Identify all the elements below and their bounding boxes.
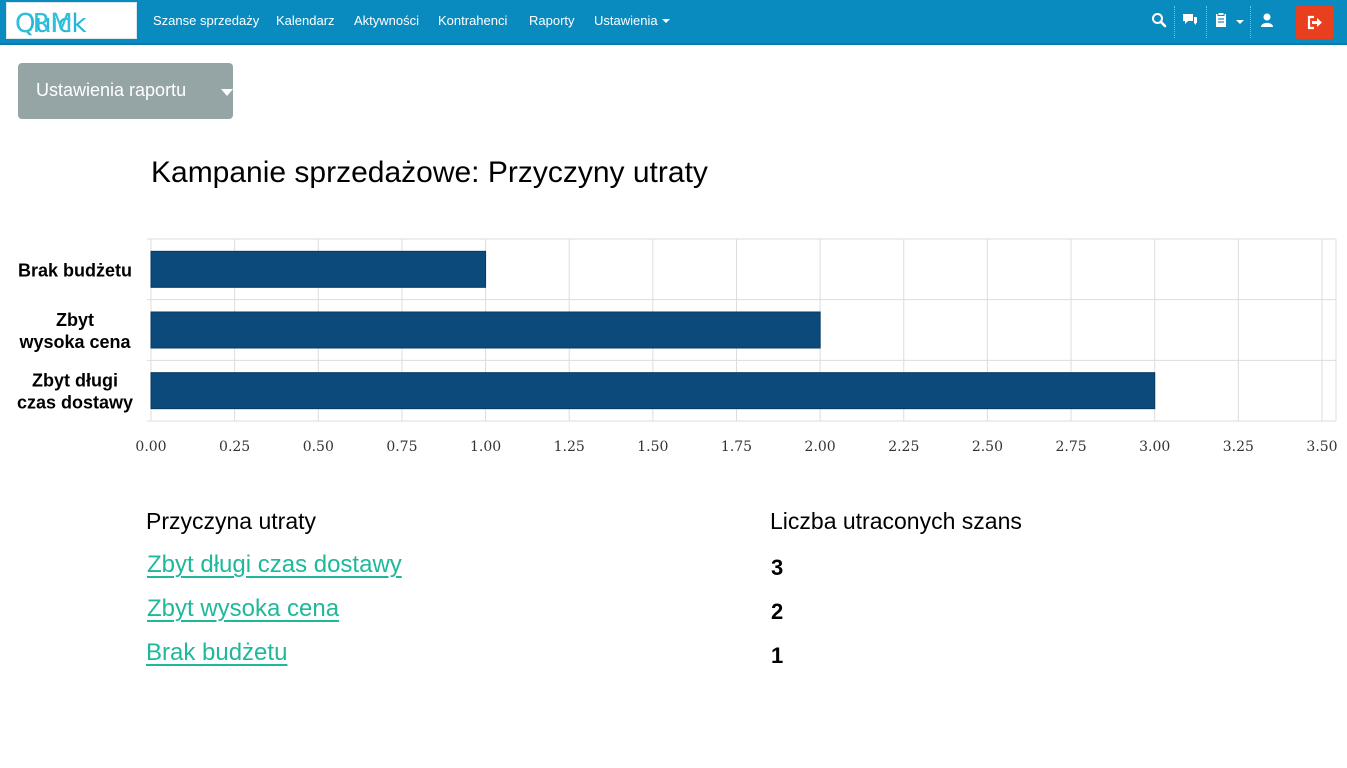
logout-icon [1307, 15, 1322, 30]
x-tick-label: 0.00 [135, 439, 166, 455]
column-header-reason: Przyczyna utraty [146, 508, 316, 534]
nav-activities[interactable]: Aktywności [354, 13, 420, 28]
count-value: 3 [771, 555, 784, 580]
x-tick-label: 0.50 [303, 439, 334, 455]
logout-button[interactable] [1296, 6, 1334, 39]
report-settings-label: Ustawienia raportu [36, 80, 187, 100]
category-label: Brak budżetu [18, 260, 132, 280]
bar [150, 311, 821, 349]
category-label: wysoka cena [18, 332, 131, 352]
category-label: czas dostawy [17, 393, 133, 413]
brand-text-crm: CRM [15, 9, 73, 39]
x-tick-label: 3.00 [1139, 439, 1170, 455]
x-tick-label: 3.50 [1306, 439, 1337, 455]
category-label: Zbyt długi [32, 371, 118, 391]
x-tick-label: 2.00 [805, 439, 836, 455]
nav-settings[interactable]: Ustawienia [594, 13, 670, 28]
column-header-count: Liczba utraconych szans [770, 508, 1022, 534]
nav-settings-label: Ustawienia [594, 13, 658, 28]
chat-icon[interactable] [1182, 12, 1198, 28]
x-tick-label: 1.50 [637, 439, 668, 455]
nav-sales-opportunities[interactable]: Szanse sprzedaży [153, 13, 260, 28]
chevron-down-icon [661, 19, 670, 23]
nav-divider [1206, 6, 1207, 38]
category-label: Zbyt [56, 310, 94, 330]
top-navbar: Quick CRM Szanse sprzedaży Kalendarz Akty… [0, 0, 1347, 45]
brand-text-quick: Quick [15, 9, 87, 39]
bar [150, 372, 1156, 410]
bar-chart-canvas: 0.00 0.25 0.50 0.75 1.00 1.25 1.50 1.75 2.00 2.25… [17, 238, 1338, 455]
x-tick-label: 3.25 [1223, 439, 1254, 455]
count-value: 1 [771, 643, 784, 668]
chevron-down-icon[interactable] [1236, 20, 1244, 24]
x-tick-label: 0.75 [386, 439, 417, 455]
bar [150, 250, 487, 288]
x-tick-label: 1.75 [721, 439, 752, 455]
user-icon[interactable] [1259, 12, 1275, 28]
count-value: 2 [771, 599, 784, 624]
search-icon[interactable] [1151, 12, 1167, 28]
x-tick-label: 2.50 [972, 439, 1003, 455]
x-tick-label: 0.25 [219, 439, 250, 455]
brand-logo[interactable]: Quick CRM [6, 2, 137, 39]
nav-reports[interactable]: Raporty [529, 13, 575, 28]
chevron-down-icon [221, 89, 233, 96]
x-tick-label: 1.00 [470, 439, 501, 455]
x-tick-label: 1.25 [554, 439, 585, 455]
nav-divider [1174, 6, 1175, 38]
report-settings-button[interactable]: Ustawienia raportu [18, 63, 233, 119]
clipboard-icon[interactable] [1214, 12, 1230, 28]
lost-reasons-chart: 0.00 0.25 0.50 0.75 1.00 1.25 1.50 1.75 2.00 2.25… [0, 215, 1347, 465]
page-title: Kampanie sprzedażowe: Przyczyny utraty [151, 156, 708, 189]
nav-calendar[interactable]: Kalendarz [276, 13, 335, 28]
nav-contractors[interactable]: Kontrahenci [438, 13, 508, 28]
reason-link[interactable]: Zbyt wysoka cena [147, 595, 340, 622]
reason-link[interactable]: Brak budżetu [146, 639, 288, 666]
x-tick-label: 2.75 [1055, 439, 1086, 455]
nav-divider [1250, 6, 1251, 38]
x-tick-label: 2.25 [888, 439, 919, 455]
reason-link[interactable]: Zbyt długi czas dostawy [147, 551, 402, 578]
